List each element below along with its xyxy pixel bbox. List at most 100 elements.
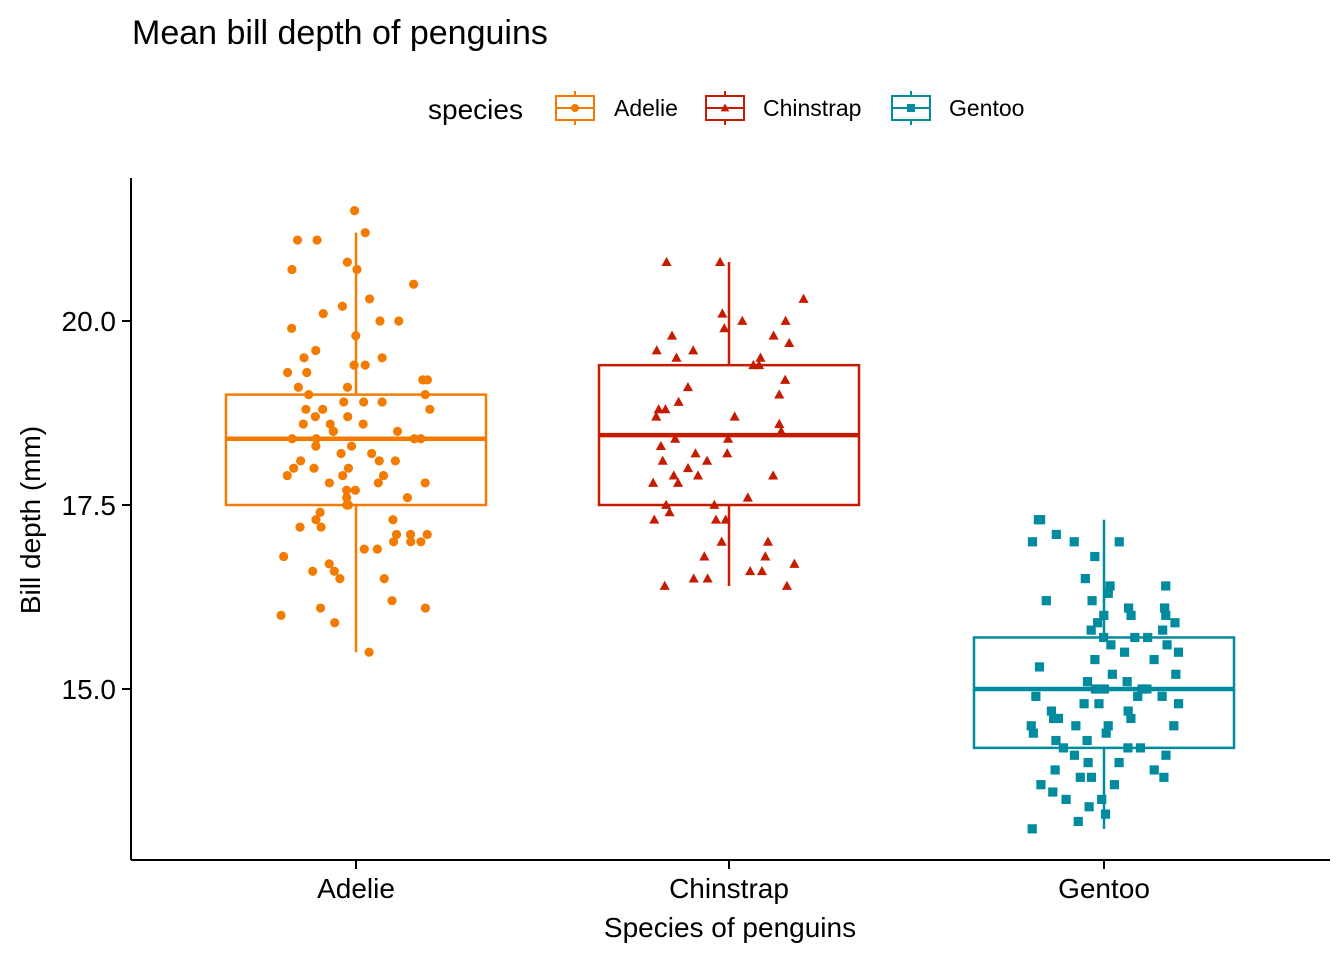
data-point [420, 390, 430, 400]
data-point [316, 522, 326, 532]
legend-marker [720, 103, 730, 112]
data-point [774, 389, 785, 399]
series-gentoo [972, 515, 1236, 834]
data-point [310, 412, 320, 422]
legend-marker [907, 104, 915, 112]
legend-key-gentoo [891, 91, 931, 125]
data-point [409, 434, 419, 444]
data-point [1097, 794, 1107, 804]
data-point [1173, 647, 1184, 657]
data-point [364, 647, 374, 657]
data-point [416, 537, 426, 547]
data-point [359, 397, 369, 407]
data-point [315, 507, 325, 517]
data-point [1051, 735, 1061, 746]
data-point [420, 478, 430, 488]
data-point [1126, 713, 1136, 724]
data-point [1036, 780, 1046, 790]
data-point [287, 323, 297, 333]
data-point [1149, 765, 1159, 775]
legend-key-chinstrap [705, 91, 745, 125]
data-point [748, 359, 759, 370]
data-point [1086, 625, 1096, 635]
data-point [1169, 721, 1179, 731]
x-tick-label: Adelie [317, 873, 395, 904]
data-point [1094, 699, 1104, 709]
data-point [1079, 699, 1089, 709]
data-point [342, 382, 353, 392]
data-point [1099, 610, 1109, 620]
data-point [745, 565, 756, 576]
y-axis-ticks: 15.0 17.5 20.0 [62, 306, 131, 705]
data-point [1026, 721, 1036, 731]
data-point [1109, 780, 1119, 790]
data-point [352, 264, 362, 275]
data-point [389, 537, 399, 547]
data-point [287, 434, 297, 444]
data-point [1160, 603, 1170, 613]
data-point [798, 293, 809, 303]
data-point [289, 463, 299, 473]
data-point [1103, 588, 1113, 598]
data-point [422, 375, 433, 385]
data-point [729, 411, 740, 421]
data-point [780, 374, 791, 384]
data-point [737, 315, 748, 325]
data-point [1073, 816, 1083, 827]
box [224, 393, 488, 507]
data-point [768, 330, 779, 340]
data-point [318, 404, 328, 414]
data-point [342, 485, 352, 495]
data-point [1159, 772, 1169, 782]
data-point [425, 404, 435, 414]
data-point [1061, 794, 1071, 804]
legend-marker [571, 104, 579, 112]
data-point [1084, 802, 1094, 812]
data-point [717, 308, 728, 318]
data-point [351, 331, 361, 341]
data-point [377, 353, 387, 363]
data-point [762, 536, 774, 546]
data-point [318, 309, 328, 319]
data-point [402, 493, 413, 503]
data-point [342, 257, 352, 267]
data-point [1086, 772, 1097, 782]
data-point [1034, 662, 1045, 672]
y-tick-label: 17.5 [62, 490, 117, 521]
data-point [1105, 581, 1115, 591]
data-point [302, 367, 312, 378]
data-point [391, 529, 402, 540]
data-point [723, 433, 734, 443]
data-point [1031, 691, 1041, 701]
data-point [1033, 515, 1043, 525]
data-point [1119, 647, 1130, 657]
data-point [1107, 669, 1117, 679]
data-point [329, 566, 339, 576]
legend-title: species [428, 94, 523, 125]
data-point [296, 456, 306, 466]
data-point [378, 470, 389, 481]
legend: species Adelie Chinstrap Gentoo [428, 91, 1024, 125]
x-axis-title: Species of penguins [604, 912, 856, 943]
data-point [692, 470, 704, 480]
chart-title: Mean bill depth of penguins [132, 14, 548, 52]
data-point [690, 448, 701, 458]
data-point [315, 603, 326, 613]
data-point [1027, 537, 1038, 547]
data-point [379, 574, 389, 584]
data-point [416, 434, 426, 444]
data-point [387, 596, 397, 606]
data-point [1027, 824, 1037, 834]
data-point [1170, 618, 1180, 628]
data-point [719, 323, 730, 333]
data-point [722, 448, 733, 458]
series-chinstrap [597, 256, 861, 590]
data-point [298, 419, 308, 429]
data-point [367, 448, 377, 459]
data-point [664, 507, 675, 517]
data-point [342, 493, 352, 503]
data-point [668, 470, 679, 480]
data-point [420, 603, 430, 613]
data-point [394, 316, 404, 326]
